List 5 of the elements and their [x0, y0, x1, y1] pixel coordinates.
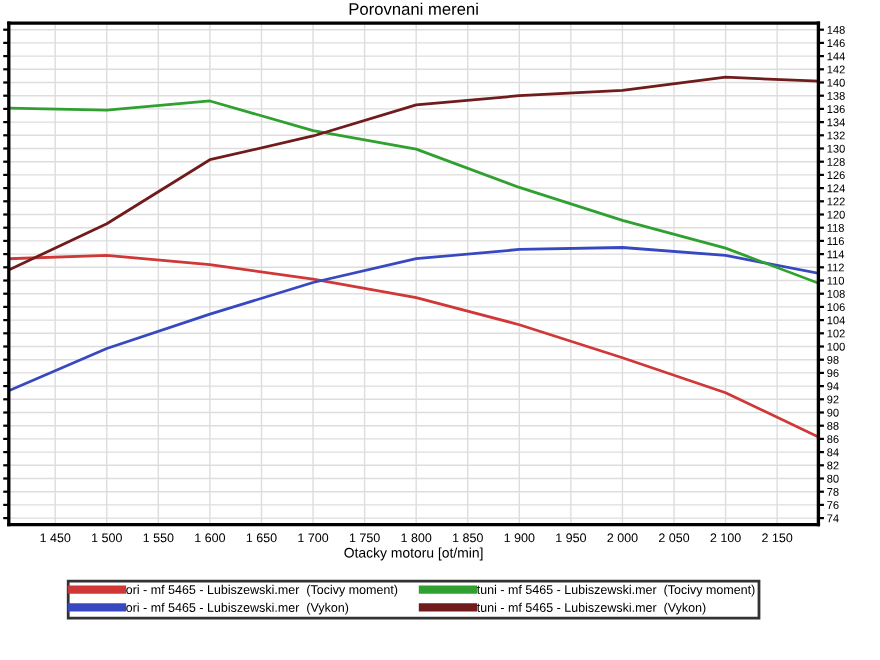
line-series	[8, 254, 819, 439]
line-series	[8, 246, 819, 393]
chart-title: Porovnani mereni	[349, 2, 478, 15]
line-series	[8, 99, 819, 285]
line-series	[8, 75, 819, 272]
